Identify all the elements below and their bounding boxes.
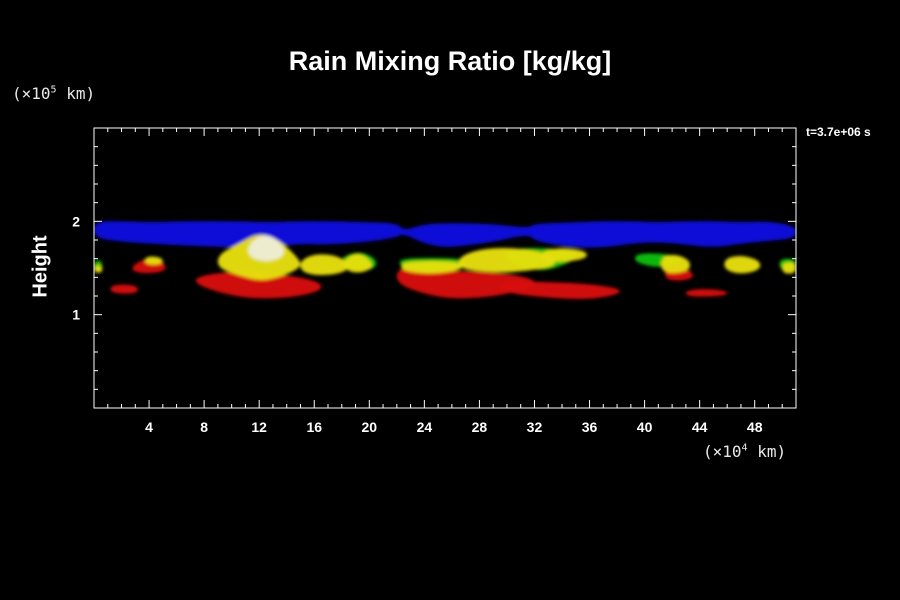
x-tick-label: 32	[527, 419, 543, 435]
region-white-25	[248, 235, 284, 261]
y-tick-label: 1	[72, 307, 80, 323]
region-yellow-22	[661, 254, 690, 273]
region-yellow-23	[724, 256, 761, 274]
time-stamp: t=3.7e+06 s	[806, 125, 871, 139]
region-yellow-24	[782, 262, 796, 274]
chart-title: Rain Mixing Ratio [kg/kg]	[288, 46, 612, 76]
region-red-1	[110, 284, 138, 294]
x-tick-label: 24	[417, 419, 433, 435]
x-tick-label: 20	[362, 419, 378, 435]
region-red-5	[500, 281, 620, 300]
region-yellow-21	[541, 248, 587, 262]
x-tick-label: 44	[692, 419, 708, 435]
region-blue-0	[94, 221, 796, 248]
x-tick-label: 16	[306, 419, 322, 435]
x-tick-label: 40	[637, 419, 653, 435]
plot-frame	[93, 127, 797, 409]
region-yellow-19	[401, 261, 463, 274]
field-regions	[94, 221, 796, 300]
x-tick-label: 12	[251, 419, 267, 435]
x-tick-label: 36	[582, 419, 598, 435]
region-yellow-18	[344, 254, 372, 273]
region-yellow-20	[458, 248, 556, 273]
region-yellow-15	[144, 256, 163, 265]
y-axis-unit: (×105 km)	[12, 84, 96, 103]
region-yellow-14	[94, 265, 103, 273]
region-red-7	[685, 289, 728, 297]
plot-border	[93, 127, 797, 409]
x-tick-label: 8	[200, 419, 208, 435]
region-red-4	[396, 268, 535, 299]
region-yellow-17	[300, 254, 349, 276]
region-red-3	[195, 272, 322, 299]
x-tick-label: 48	[747, 419, 763, 435]
y-tick-label: 2	[72, 213, 80, 229]
x-tick-label: 28	[472, 419, 488, 435]
x-tick-label: 4	[145, 419, 153, 435]
x-axis-unit: (×104 km)	[703, 442, 787, 461]
